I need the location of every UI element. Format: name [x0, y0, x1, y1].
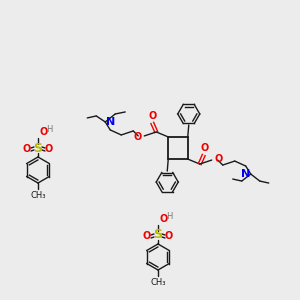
Text: H: H: [46, 125, 52, 134]
Text: O: O: [165, 231, 173, 241]
Text: O: O: [215, 154, 223, 164]
Text: S: S: [34, 142, 43, 154]
Text: N: N: [106, 117, 116, 127]
Text: O: O: [148, 111, 156, 121]
Text: O: O: [160, 214, 168, 224]
Text: CH₃: CH₃: [150, 278, 166, 287]
Text: O: O: [133, 132, 141, 142]
Text: S: S: [154, 229, 163, 242]
Text: N: N: [241, 169, 250, 179]
Text: CH₃: CH₃: [30, 191, 46, 200]
Text: O: O: [45, 144, 53, 154]
Text: O: O: [143, 231, 151, 241]
Text: O: O: [23, 144, 31, 154]
Text: O: O: [201, 143, 209, 153]
Text: H: H: [166, 212, 172, 221]
Text: O: O: [40, 127, 48, 137]
